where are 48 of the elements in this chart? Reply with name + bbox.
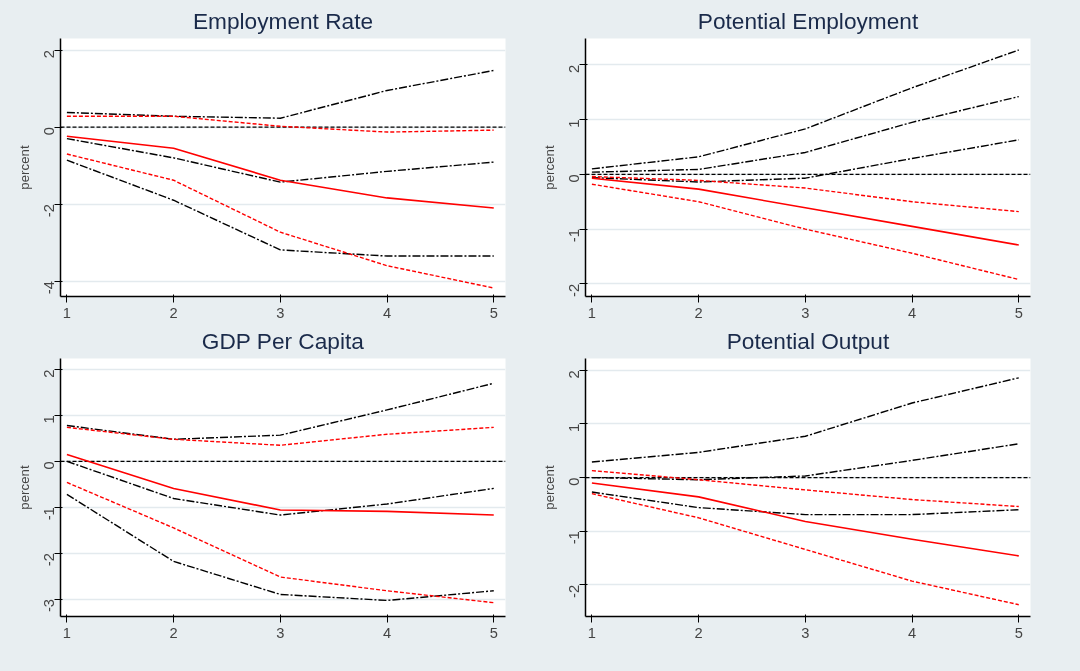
y-tick-label: 1 (566, 119, 583, 128)
x-tick-label: 4 (382, 304, 392, 321)
y-tick-label: -2 (41, 553, 58, 567)
y-tick-label: -2 (41, 204, 58, 218)
y-tick-label: 0 (566, 174, 583, 183)
chart-title: GDP Per Capita (201, 327, 365, 354)
x-tick-label: 5 (1014, 624, 1023, 641)
chart-title: Potential Employment (697, 7, 919, 34)
x-tick-label: 1 (62, 624, 71, 641)
y-tick-label: 0 (566, 477, 583, 486)
y-axis-title: percent (16, 464, 32, 510)
y-axis-title: percent (541, 144, 557, 190)
y-tick-label: -4 (41, 281, 58, 295)
y-tick-label: -1 (566, 531, 583, 545)
y-tick-label: 1 (41, 415, 58, 424)
chart-title: Employment Rate (192, 7, 374, 34)
y-tick-label: -1 (566, 229, 583, 243)
x-tick-label: 2 (169, 304, 178, 321)
y-axis-title: percent (16, 144, 32, 190)
y-tick-label: 0 (41, 461, 58, 470)
x-tick-label: 1 (587, 624, 596, 641)
y-tick-label: 0 (41, 127, 58, 136)
x-tick-label: 2 (694, 624, 703, 641)
x-tick-label: 4 (382, 624, 392, 641)
x-tick-label: 4 (907, 304, 917, 321)
x-tick-label: 5 (489, 624, 498, 641)
x-tick-label: 1 (62, 304, 71, 321)
y-tick-label: -2 (566, 584, 583, 598)
y-tick-label: 2 (41, 369, 58, 378)
y-tick-label: 2 (41, 50, 58, 59)
x-tick-label: 5 (489, 304, 498, 321)
y-tick-label: 1 (566, 423, 583, 433)
y-tick-label: 2 (566, 370, 583, 379)
y-tick-label: 2 (566, 64, 583, 73)
x-tick-label: 2 (694, 304, 703, 321)
x-tick-label: 3 (276, 624, 285, 641)
x-tick-label: 3 (276, 304, 285, 321)
x-tick-label: 4 (907, 624, 917, 641)
y-tick-label: -3 (41, 599, 58, 613)
y-tick-label: -2 (566, 283, 583, 297)
y-tick-label: -1 (41, 507, 58, 521)
x-tick-label: 3 (801, 624, 810, 641)
x-tick-label: 3 (801, 304, 810, 321)
x-tick-label: 1 (587, 304, 596, 321)
x-tick-label: 5 (1014, 304, 1023, 321)
y-axis-title: percent (541, 464, 557, 510)
x-tick-label: 2 (169, 624, 178, 641)
chart-title: Potential Output (726, 327, 890, 354)
